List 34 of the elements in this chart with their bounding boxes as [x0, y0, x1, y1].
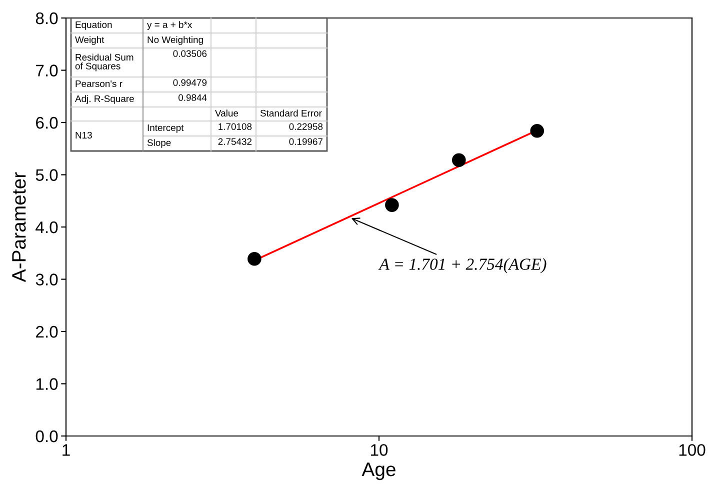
x-tick-label: 1: [62, 444, 70, 456]
x-axis-title: Age: [362, 462, 396, 480]
annotation: 0.22958: [289, 123, 323, 130]
annotation: 2.75432: [218, 138, 252, 145]
annotation: Pearson's r: [76, 80, 122, 88]
y-tick-label: 8.0: [36, 12, 58, 24]
annotation: Value: [215, 110, 238, 117]
annotation: Standard Error: [260, 110, 322, 117]
annotation: 1.70108: [218, 123, 252, 130]
x-tick-label: 10: [371, 444, 388, 456]
y-tick-label: 3.0: [36, 274, 58, 286]
y-tick-label: 4.0: [36, 221, 58, 234]
annotation: Weight: [75, 36, 104, 45]
annotation: Intercept: [148, 124, 184, 133]
y-tick-label: 1.0: [36, 378, 58, 390]
y-tick-label: 2.0: [36, 326, 58, 338]
annotation: Equation: [76, 21, 112, 30]
y-tick-label: 7.0: [36, 64, 58, 76]
annotation: 0.9844: [178, 94, 207, 101]
y-tick-label: 5.0: [36, 169, 58, 181]
annotation: Adj. R-Square: [75, 95, 134, 104]
y-tick-label: 6.0: [36, 116, 58, 129]
annotation: 0.99479: [173, 79, 207, 86]
annotation: 0.19967: [289, 138, 323, 145]
annotation: Residual Sum of Squares: [75, 54, 134, 72]
y-axis-title: A-Parameter: [12, 172, 26, 282]
annotation: A = 1.701 + 2.754(AGE): [378, 258, 546, 274]
annotation: Slope: [147, 139, 171, 148]
annotation: No Weighting: [148, 36, 203, 45]
annotation: 0.03506: [173, 50, 207, 57]
x-tick-label: 100: [679, 444, 706, 456]
annotation: N13: [76, 132, 92, 139]
annotation: y = a + b*x: [147, 21, 192, 30]
y-tick-label: 0.0: [36, 430, 58, 442]
